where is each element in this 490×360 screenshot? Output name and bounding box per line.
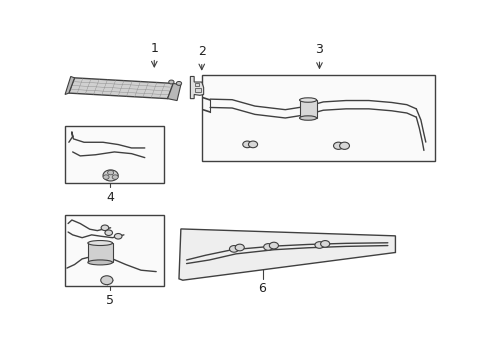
Polygon shape: [65, 76, 74, 94]
Circle shape: [229, 246, 239, 252]
Circle shape: [235, 244, 245, 251]
Bar: [65, 215, 164, 286]
Circle shape: [169, 80, 174, 84]
Circle shape: [334, 142, 343, 149]
Text: 3: 3: [316, 43, 323, 56]
Polygon shape: [168, 84, 181, 100]
Bar: [65, 126, 164, 183]
Polygon shape: [190, 76, 204, 99]
Circle shape: [320, 240, 330, 247]
Circle shape: [103, 175, 109, 179]
Polygon shape: [69, 78, 173, 99]
Circle shape: [108, 170, 114, 175]
Circle shape: [248, 141, 258, 148]
Ellipse shape: [88, 240, 113, 246]
Circle shape: [115, 234, 122, 239]
Ellipse shape: [299, 116, 317, 120]
Text: 1: 1: [150, 42, 158, 55]
Ellipse shape: [299, 98, 317, 102]
Bar: [88, 243, 113, 262]
Bar: [195, 89, 200, 92]
Circle shape: [270, 242, 278, 249]
Text: 4: 4: [106, 191, 114, 204]
Text: 2: 2: [198, 45, 206, 58]
Circle shape: [264, 244, 273, 250]
Text: 6: 6: [259, 282, 267, 294]
Bar: [299, 100, 317, 118]
Circle shape: [243, 141, 252, 148]
Circle shape: [315, 242, 324, 248]
Circle shape: [176, 81, 182, 85]
Circle shape: [112, 175, 118, 179]
Ellipse shape: [88, 260, 113, 265]
Circle shape: [101, 276, 113, 285]
Bar: [202, 75, 435, 161]
Circle shape: [101, 225, 109, 230]
Circle shape: [340, 142, 349, 149]
Circle shape: [103, 170, 118, 181]
Circle shape: [105, 230, 113, 235]
Bar: [195, 84, 199, 86]
Polygon shape: [179, 229, 395, 280]
Text: 5: 5: [106, 293, 114, 306]
